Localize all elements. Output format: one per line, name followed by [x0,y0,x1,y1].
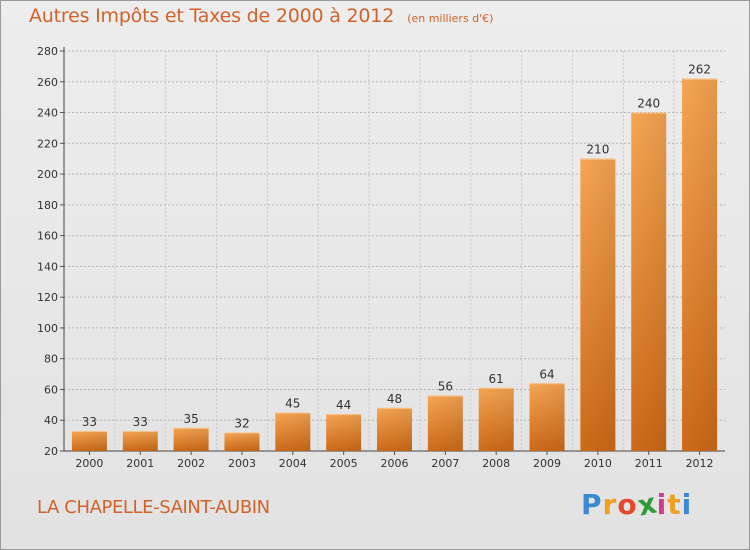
commune-name: LA CHAPELLE-SAINT-AUBIN [37,497,270,518]
bar-shade [224,432,260,451]
y-tick-label: 220 [37,137,58,150]
y-tick-label: 120 [37,291,58,304]
data-label: 56 [438,380,453,394]
bar-shade [427,395,463,451]
data-labels: 33 33 35 32 45 44 48 56 61 64 210 240 262 [82,63,711,431]
bars [71,78,718,452]
bar-shade [173,427,209,451]
chart-title: Autres Impôts et Taxes de 2000 à 2012 [29,5,395,27]
x-tick-label: 2007 [431,457,459,470]
bar-shade [529,383,565,451]
x-tick-label: 2008 [482,457,510,470]
logo-letter: i [681,488,693,521]
data-label: 32 [234,417,249,431]
data-label: 210 [586,143,609,157]
y-tick-label: 40 [44,414,58,427]
x-tick-label: 2002 [177,457,205,470]
logo-letter: r [602,488,618,521]
y-tick-label: 180 [37,199,58,212]
y-tick-label: 60 [44,383,58,396]
bar-shade [326,414,362,451]
y-tick-label: 20 [44,445,58,458]
bar-shade [122,431,158,451]
bar-shade [631,112,667,452]
bar-shade [71,431,107,451]
grid-lines [64,50,725,451]
x-tick-label: 2004 [279,457,307,470]
x-tick-label: 2001 [126,457,154,470]
x-tick-label: 2009 [533,457,561,470]
y-tick-label: 200 [37,168,58,181]
y-tick-label: 140 [37,260,58,273]
axes: 20 40 60 80 100 120 140 160 180 200 220 240 260 280 20… [37,45,725,470]
data-label: 44 [336,398,351,412]
x-tick-label: 2005 [330,457,358,470]
x-tick-label: 2006 [381,457,409,470]
y-tick-label: 80 [44,353,58,366]
data-label: 33 [133,415,148,429]
y-tick-label: 280 [37,45,58,58]
data-label: 240 [637,97,660,111]
logo-letter: P [581,488,603,521]
proxiti-logo[interactable]: Proxiti [581,486,693,522]
data-label: 45 [285,397,300,411]
data-label: 33 [82,415,97,429]
x-tick-label: 2012 [686,457,714,470]
bar-shade [478,387,514,451]
bar-shade [275,412,311,451]
chart-subtitle: (en milliers d'€) [407,12,494,25]
chart-title-block: Autres Impôts et Taxes de 2000 à 2012 (e… [29,5,493,27]
x-tick-label: 2010 [584,457,612,470]
x-tick-label: 2011 [635,457,663,470]
bar-shade [682,78,718,451]
logo-letter: i [656,488,668,521]
y-tick-label: 260 [37,76,58,89]
data-label: 35 [183,412,198,426]
data-label: 48 [387,392,402,406]
x-tick-label: 2000 [75,457,103,470]
bar-shade [377,407,412,451]
bar-shade [580,158,616,451]
logo-letter: t [667,488,682,521]
data-label: 262 [688,63,711,77]
data-label: 64 [539,367,554,381]
y-tick-label: 240 [37,107,58,120]
x-tick-label: 2003 [228,457,256,470]
data-label: 61 [489,372,504,386]
logo-letter: o [617,488,638,521]
y-tick-label: 100 [37,322,58,335]
y-tick-label: 160 [37,230,58,243]
